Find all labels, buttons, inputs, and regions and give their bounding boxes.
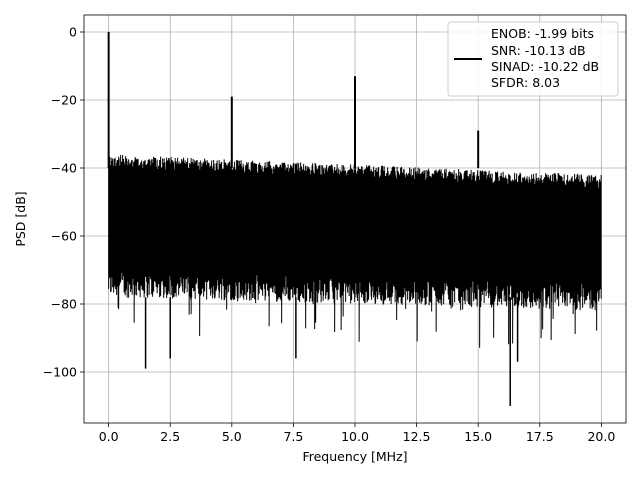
legend-box <box>447 21 619 97</box>
x-tick-label: 7.5 <box>283 429 303 444</box>
y-tick-label: 0 <box>69 25 77 40</box>
x-tick-label: 10.0 <box>341 429 369 444</box>
legend-entry-enob: ENOB: -1.99 bits <box>491 26 594 41</box>
legend-entry-snr: SNR: -10.13 dB <box>491 43 586 58</box>
x-axis-label: Frequency [MHz] <box>302 449 407 464</box>
legend: ENOB: -1.99 bits SNR: -10.13 dB SINAD: -… <box>447 21 619 97</box>
x-tick-label: 0.0 <box>99 429 119 444</box>
x-tick-label: 20.0 <box>587 429 615 444</box>
y-tick-label: −100 <box>43 365 77 380</box>
y-tick-label: −80 <box>51 297 77 312</box>
y-tick-label: −20 <box>51 93 77 108</box>
x-tick-label: 17.5 <box>526 429 554 444</box>
x-tick-label: 2.5 <box>160 429 180 444</box>
legend-entry-sinad: SINAD: -10.22 dB <box>491 59 599 74</box>
x-axis: 0.0 2.5 5.0 7.5 10.0 12.5 15.0 17.5 20.0 <box>99 423 615 444</box>
y-tick-label: −60 <box>51 229 77 244</box>
legend-entry-sfdr: SFDR: 8.03 <box>491 75 560 90</box>
series-psd-trace <box>108 155 602 348</box>
x-tick-label: 5.0 <box>222 429 242 444</box>
x-tick-label: 12.5 <box>403 429 431 444</box>
y-tick-label: −40 <box>51 161 77 176</box>
y-axis-label: PSD [dB] <box>13 191 28 246</box>
x-tick-label: 15.0 <box>464 429 492 444</box>
y-axis: 0 −20 −40 −60 −80 −100 <box>43 25 84 380</box>
plot-area <box>107 32 602 406</box>
